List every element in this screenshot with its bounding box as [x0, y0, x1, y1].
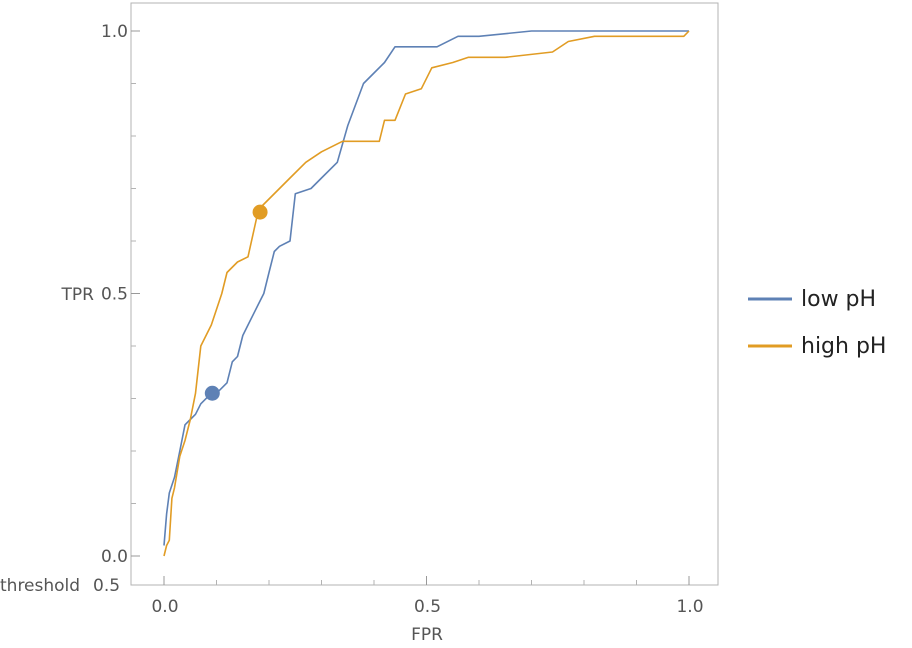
- legend: low pH high pH: [748, 287, 886, 359]
- threshold-axis-label: threshold: [0, 576, 80, 596]
- y-tick-label: 0.5: [101, 285, 128, 305]
- x-tick-label: 0.0: [151, 597, 178, 617]
- threshold-markers: [204, 204, 268, 401]
- y-axis-label: TPR: [61, 285, 95, 305]
- legend-label-high-ph: high pH: [801, 334, 886, 359]
- plot-frame-rect: [130, 2, 719, 586]
- x-tick-label: 1.0: [676, 597, 703, 617]
- legend-label-low-ph: low pH: [801, 287, 876, 312]
- minor-ticks: [131, 83, 637, 585]
- series-line-low-ph: [163, 30, 689, 546]
- x-axis-label: FPR: [411, 625, 443, 645]
- threshold-overlap-tick: 0.5: [93, 576, 120, 596]
- threshold-point-low-ph: [204, 385, 220, 401]
- y-tick-label: 0.0: [101, 547, 128, 567]
- series-line-high-ph: [163, 30, 690, 557]
- major-ticks: 0.0 0.5 1.0 0.0 0.5 1.0: [101, 22, 704, 617]
- y-tick-label: 1.0: [101, 22, 128, 42]
- plot-frame: [130, 2, 719, 586]
- series-lines: [163, 30, 690, 557]
- x-tick-label: 0.5: [414, 597, 441, 617]
- threshold-point-high-ph: [252, 204, 268, 220]
